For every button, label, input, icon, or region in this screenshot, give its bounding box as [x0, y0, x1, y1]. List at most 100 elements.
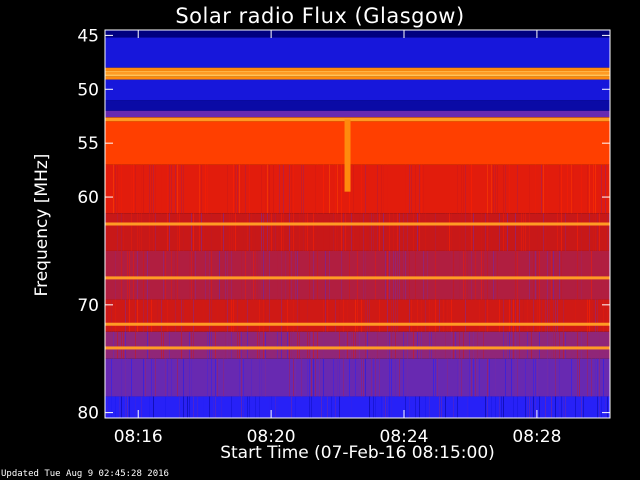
- texture-stripe: [215, 358, 216, 397]
- axes: 45 50 55 60 70 80 08:16 08:20 08:24 08:28: [77, 26, 611, 447]
- texture-stripe: [299, 299, 300, 332]
- texture-stripe: [353, 213, 354, 251]
- texture-stripe: [115, 299, 116, 332]
- texture-stripe: [123, 331, 124, 359]
- texture-stripe: [211, 299, 212, 332]
- texture-stripe: [393, 213, 394, 251]
- texture-stripe: [127, 299, 128, 332]
- texture-stripe: [481, 250, 482, 300]
- texture-stripe: [517, 250, 518, 300]
- texture-stripe: [167, 164, 168, 214]
- y-tick-label: 70: [77, 296, 99, 316]
- texture-stripe: [121, 331, 122, 359]
- texture-stripe: [517, 396, 518, 418]
- texture-stripe: [147, 299, 148, 332]
- texture-stripe: [445, 396, 446, 418]
- texture-stripe: [339, 299, 340, 332]
- texture-stripe: [503, 331, 504, 359]
- frequency-band: [105, 331, 610, 359]
- texture-stripe: [245, 164, 246, 214]
- texture-stripe: [231, 299, 232, 332]
- texture-stripe: [259, 396, 260, 418]
- texture-stripe: [589, 213, 590, 251]
- texture-stripe: [405, 250, 406, 300]
- texture-stripe: [379, 299, 380, 332]
- texture-stripe: [371, 213, 372, 251]
- texture-stripe: [527, 299, 528, 332]
- texture-stripe: [121, 358, 122, 397]
- texture-stripe: [185, 396, 186, 418]
- texture-stripe: [323, 299, 324, 332]
- texture-stripe: [295, 250, 296, 300]
- texture-stripe: [351, 213, 352, 251]
- texture-stripe: [469, 331, 470, 359]
- texture-stripe: [143, 250, 144, 300]
- texture-stripe: [319, 358, 320, 397]
- texture-stripe: [495, 164, 496, 214]
- texture-stripe: [591, 358, 592, 397]
- texture-stripe: [149, 164, 150, 214]
- texture-stripe: [539, 331, 540, 359]
- texture-stripe: [505, 358, 506, 397]
- texture-stripe: [515, 358, 516, 397]
- texture-stripe: [289, 164, 290, 214]
- texture-stripe: [293, 164, 294, 214]
- texture-stripe: [409, 164, 410, 214]
- texture-stripe: [547, 331, 548, 359]
- texture-stripe: [183, 213, 184, 251]
- texture-stripe: [521, 213, 522, 251]
- texture-stripe: [487, 164, 488, 214]
- texture-stripe: [337, 213, 338, 251]
- texture-stripe: [403, 331, 404, 359]
- texture-stripe: [361, 358, 362, 397]
- texture-stripe: [191, 250, 192, 300]
- texture-stripe: [601, 164, 602, 214]
- texture-stripe: [461, 358, 462, 397]
- texture-stripe: [137, 299, 138, 332]
- texture-stripe: [147, 331, 148, 359]
- texture-stripe: [389, 331, 390, 359]
- texture-stripe: [589, 164, 590, 214]
- texture-stripe: [545, 164, 546, 214]
- texture-stripe: [473, 331, 474, 359]
- texture-stripe: [605, 396, 606, 418]
- spectrogram-texture: [105, 164, 610, 418]
- texture-stripe: [323, 331, 324, 359]
- texture-stripe: [199, 213, 200, 251]
- texture-stripe: [343, 358, 344, 397]
- texture-stripe: [259, 331, 260, 359]
- texture-stripe: [387, 331, 388, 359]
- texture-stripe: [499, 213, 500, 251]
- texture-stripe: [245, 250, 246, 300]
- texture-stripe: [425, 299, 426, 332]
- texture-stripe: [505, 164, 506, 214]
- texture-stripe: [537, 299, 538, 332]
- texture-stripe: [293, 331, 294, 359]
- texture-stripe: [283, 164, 284, 214]
- texture-stripe: [561, 164, 562, 214]
- texture-stripe: [509, 164, 510, 214]
- texture-stripe: [111, 299, 112, 332]
- texture-stripe: [411, 164, 412, 214]
- texture-stripe: [581, 164, 582, 214]
- texture-stripe: [181, 299, 182, 332]
- x-axis-label: Start Time (07-Feb-16 08:15:00): [220, 443, 495, 463]
- texture-stripe: [197, 396, 198, 418]
- texture-stripe: [169, 213, 170, 251]
- texture-stripe: [587, 358, 588, 397]
- texture-stripe: [313, 213, 314, 251]
- texture-stripe: [549, 299, 550, 332]
- texture-stripe: [517, 299, 518, 332]
- texture-stripe: [183, 164, 184, 214]
- texture-stripe: [597, 396, 598, 418]
- texture-stripe: [311, 396, 312, 418]
- texture-stripe: [301, 331, 302, 359]
- texture-stripe: [265, 331, 266, 359]
- texture-stripe: [191, 213, 192, 251]
- texture-stripe: [193, 213, 194, 251]
- texture-stripe: [439, 299, 440, 332]
- texture-stripe: [515, 331, 516, 359]
- texture-stripe: [169, 164, 170, 214]
- texture-stripe: [405, 164, 406, 214]
